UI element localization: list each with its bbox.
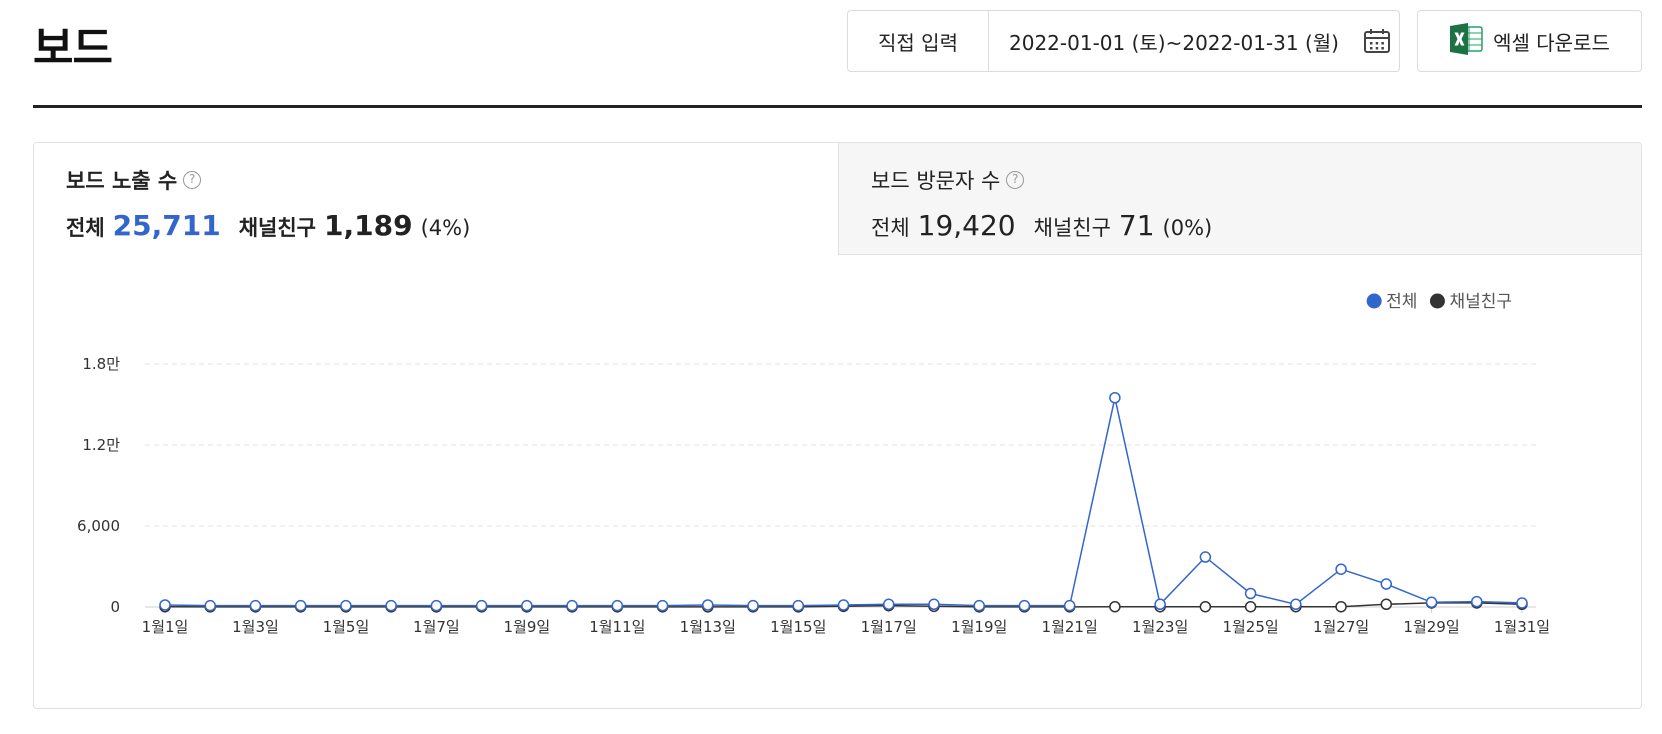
data-point	[1199, 551, 1212, 563]
legend-label: 채널친구	[1449, 292, 1512, 312]
data-point	[1063, 599, 1076, 612]
data-point	[928, 598, 940, 611]
total-value: 19,420	[917, 209, 1016, 242]
data-point	[475, 599, 488, 612]
legend-label: 전체	[1386, 292, 1417, 312]
x-tick-label: 1월13일	[680, 618, 736, 636]
excel-download-label: 엑셀 다운로드	[1493, 30, 1610, 55]
data-point	[340, 599, 352, 612]
tab-title: 보드 노출 수	[66, 169, 178, 193]
x-tick-label: 1월17일	[861, 618, 917, 636]
page-title: 보드	[33, 23, 113, 74]
data-point	[1471, 595, 1483, 608]
data-point	[702, 599, 714, 611]
data-point	[1109, 392, 1121, 404]
data-point	[566, 599, 578, 612]
data-point	[1199, 600, 1212, 613]
friend-percent: (0%)	[1162, 216, 1213, 240]
x-tick-label: 1월23일	[1132, 618, 1188, 636]
data-point	[1244, 600, 1257, 613]
data-point	[1380, 578, 1393, 590]
header-divider	[33, 105, 1642, 108]
line-chart: 0 6,000 1.2만 1.8만 1월1일 1월3일 1월5일 1월7일 1월9일 1월11일 1…	[77, 292, 1550, 636]
data-point	[1244, 587, 1257, 600]
data-point	[882, 598, 895, 611]
y-tick-label: 0	[110, 598, 120, 616]
x-tick-label: 1월5일	[323, 618, 370, 636]
x-tick-label: 1월31일	[1494, 618, 1550, 636]
friend-value: 71	[1118, 209, 1155, 242]
data-point	[1109, 600, 1121, 613]
x-tick-label: 1월7일	[413, 618, 460, 636]
data-point	[430, 599, 443, 612]
date-picker: 직접 입력 2022-01-01 (토)~2022-01-31 (월)	[847, 10, 1400, 72]
data-point	[747, 599, 759, 612]
data-point	[973, 599, 985, 612]
tab-title: 보드 방문자 수	[871, 169, 1001, 193]
help-icon[interactable]: ?	[183, 171, 202, 189]
data-point	[656, 599, 669, 612]
x-tick-label: 1월15일	[770, 618, 826, 636]
excel-icon	[1449, 22, 1483, 60]
date-mode-select[interactable]: 직접 입력	[848, 11, 989, 71]
data-point	[792, 599, 805, 612]
legend-marker	[1429, 293, 1445, 309]
total-label: 전체	[66, 216, 105, 240]
x-tick-label: 1월25일	[1222, 618, 1278, 636]
x-tick-label: 1월19일	[951, 618, 1007, 636]
data-point	[1018, 599, 1031, 612]
friend-label: 채널친구	[238, 216, 316, 240]
y-tick-label: 6,000	[77, 517, 120, 535]
y-tick-label: 1.8만	[82, 355, 120, 373]
tab-board-visitors[interactable]: 보드 방문자 수 ? 전체 19,420 채널친구 71 (0%)	[838, 143, 1641, 255]
data-point	[159, 599, 171, 611]
x-tick-label: 1월1일	[142, 618, 189, 636]
data-point	[1335, 600, 1347, 613]
help-icon[interactable]: ?	[1006, 171, 1025, 189]
x-tick-label: 1월11일	[589, 618, 645, 636]
data-point	[837, 599, 850, 611]
data-point	[611, 599, 624, 612]
total-label: 전체	[871, 216, 910, 240]
data-point	[1516, 597, 1528, 609]
stats-card: 보드 노출 수 ? 전체 25,711 채널친구 1,189 (4%) 보드 방…	[33, 142, 1642, 709]
data-point	[385, 599, 397, 612]
data-point	[249, 599, 262, 612]
data-point	[204, 599, 216, 612]
x-tick-label: 1월29일	[1403, 618, 1459, 636]
data-point	[521, 599, 533, 612]
data-point	[1154, 598, 1166, 611]
data-point	[294, 599, 307, 612]
tab-board-impressions[interactable]: 보드 노출 수 ? 전체 25,711 채널친구 1,189 (4%)	[34, 143, 838, 255]
data-point	[1335, 563, 1347, 575]
data-point	[1425, 596, 1438, 609]
x-tick-label: 1월21일	[1042, 618, 1098, 636]
x-tick-label: 1월27일	[1313, 618, 1369, 636]
friend-value: 1,189	[323, 209, 413, 242]
friend-percent: (4%)	[420, 216, 471, 240]
friend-label: 채널친구	[1033, 216, 1111, 240]
calendar-icon[interactable]	[1355, 28, 1399, 54]
series-line	[164, 397, 1523, 607]
data-point	[1380, 598, 1393, 611]
legend-marker	[1366, 293, 1382, 309]
total-value: 25,711	[112, 209, 221, 242]
x-tick-label: 1월9일	[504, 618, 551, 636]
x-tick-label: 1월3일	[232, 618, 279, 636]
data-point	[1290, 598, 1302, 611]
date-range-input[interactable]: 2022-01-01 (토)~2022-01-31 (월)	[1009, 30, 1339, 55]
y-tick-label: 1.2만	[82, 436, 120, 454]
excel-download-button[interactable]: 엑셀 다운로드	[1417, 10, 1642, 72]
